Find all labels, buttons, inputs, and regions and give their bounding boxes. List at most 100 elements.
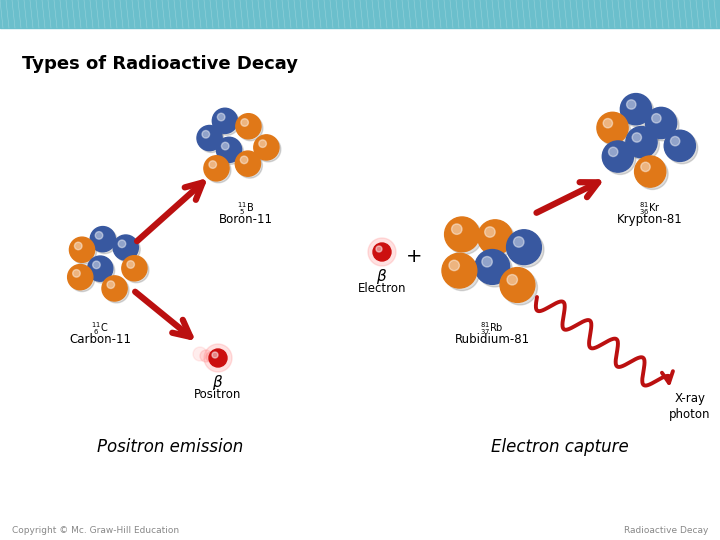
Circle shape xyxy=(89,258,114,283)
Text: Positron emission: Positron emission xyxy=(97,438,243,456)
Circle shape xyxy=(603,141,634,172)
Circle shape xyxy=(217,137,242,163)
Circle shape xyxy=(500,268,535,302)
Circle shape xyxy=(107,281,114,288)
Circle shape xyxy=(447,220,482,254)
Text: Rubidium-81: Rubidium-81 xyxy=(454,333,530,346)
Circle shape xyxy=(482,256,492,267)
Circle shape xyxy=(451,224,462,234)
Text: Electron: Electron xyxy=(358,282,406,295)
Circle shape xyxy=(212,108,238,133)
Circle shape xyxy=(104,278,129,303)
Circle shape xyxy=(645,107,677,139)
Text: Carbon-11: Carbon-11 xyxy=(69,333,131,346)
Circle shape xyxy=(204,156,229,181)
Circle shape xyxy=(634,156,666,187)
Circle shape xyxy=(102,276,127,301)
Circle shape xyxy=(626,126,657,158)
Circle shape xyxy=(122,255,147,281)
Circle shape xyxy=(90,227,115,252)
Circle shape xyxy=(68,265,93,290)
Circle shape xyxy=(445,217,480,252)
Circle shape xyxy=(241,119,248,126)
Circle shape xyxy=(665,130,696,161)
Text: Electron capture: Electron capture xyxy=(491,438,629,456)
Circle shape xyxy=(93,261,100,268)
Circle shape xyxy=(118,240,126,247)
Circle shape xyxy=(623,96,654,127)
Circle shape xyxy=(670,137,680,146)
Circle shape xyxy=(477,252,513,287)
Circle shape xyxy=(480,222,515,257)
Circle shape xyxy=(222,142,229,150)
Circle shape xyxy=(199,127,224,153)
Circle shape xyxy=(197,125,222,151)
Text: $\beta$: $\beta$ xyxy=(212,373,224,392)
Circle shape xyxy=(597,112,628,144)
Circle shape xyxy=(88,256,113,281)
Circle shape xyxy=(215,110,240,136)
Text: $^{81}_{37}$Rb: $^{81}_{37}$Rb xyxy=(480,320,504,337)
Circle shape xyxy=(478,220,513,255)
Text: Positron: Positron xyxy=(194,388,242,401)
Circle shape xyxy=(376,246,382,252)
Circle shape xyxy=(206,352,216,362)
Circle shape xyxy=(240,156,248,164)
Circle shape xyxy=(509,232,544,267)
Circle shape xyxy=(485,227,495,237)
Circle shape xyxy=(212,352,218,358)
Circle shape xyxy=(235,151,261,176)
Circle shape xyxy=(69,237,94,262)
Circle shape xyxy=(238,116,263,141)
Circle shape xyxy=(608,147,618,157)
Circle shape xyxy=(200,350,212,362)
Text: Boron-11: Boron-11 xyxy=(219,213,273,226)
Circle shape xyxy=(236,114,261,139)
Circle shape xyxy=(256,137,281,162)
Text: X-ray: X-ray xyxy=(675,392,706,405)
Circle shape xyxy=(605,143,636,174)
Text: $^{81}_{36}$Kr: $^{81}_{36}$Kr xyxy=(639,200,661,217)
Circle shape xyxy=(626,100,636,109)
Circle shape xyxy=(629,129,660,160)
Circle shape xyxy=(258,140,266,147)
Text: photon: photon xyxy=(670,408,711,421)
Text: Copyright © Mc. Graw-Hill Education: Copyright © Mc. Graw-Hill Education xyxy=(12,526,179,535)
Circle shape xyxy=(507,230,541,265)
Circle shape xyxy=(71,239,96,264)
Circle shape xyxy=(193,347,207,361)
Circle shape xyxy=(648,110,679,141)
Circle shape xyxy=(603,118,613,128)
Circle shape xyxy=(253,135,279,160)
Text: Types of Radioactive Decay: Types of Radioactive Decay xyxy=(22,55,298,73)
Circle shape xyxy=(373,243,391,261)
Text: $\beta$: $\beta$ xyxy=(377,267,387,286)
Text: $^{11}_{\ 5}$B: $^{11}_{\ 5}$B xyxy=(238,200,255,217)
Circle shape xyxy=(637,158,668,190)
Circle shape xyxy=(92,228,117,254)
Circle shape xyxy=(218,139,243,164)
Circle shape xyxy=(217,113,225,121)
Circle shape xyxy=(599,114,631,146)
Bar xyxy=(0,0,720,28)
Circle shape xyxy=(209,349,227,367)
Circle shape xyxy=(206,158,231,183)
Circle shape xyxy=(204,344,232,372)
Circle shape xyxy=(124,258,149,283)
Circle shape xyxy=(127,261,135,268)
Circle shape xyxy=(449,260,459,271)
Circle shape xyxy=(621,93,652,125)
Text: Radioactive Decay: Radioactive Decay xyxy=(624,526,708,535)
Circle shape xyxy=(507,274,518,285)
Circle shape xyxy=(95,232,103,239)
Text: +: + xyxy=(406,246,422,266)
Circle shape xyxy=(652,113,661,123)
Circle shape xyxy=(237,153,262,178)
Circle shape xyxy=(503,270,537,305)
Circle shape xyxy=(368,238,396,266)
Circle shape xyxy=(115,237,140,262)
Circle shape xyxy=(444,256,480,291)
Circle shape xyxy=(442,253,477,288)
Circle shape xyxy=(73,269,80,277)
Circle shape xyxy=(70,266,95,292)
